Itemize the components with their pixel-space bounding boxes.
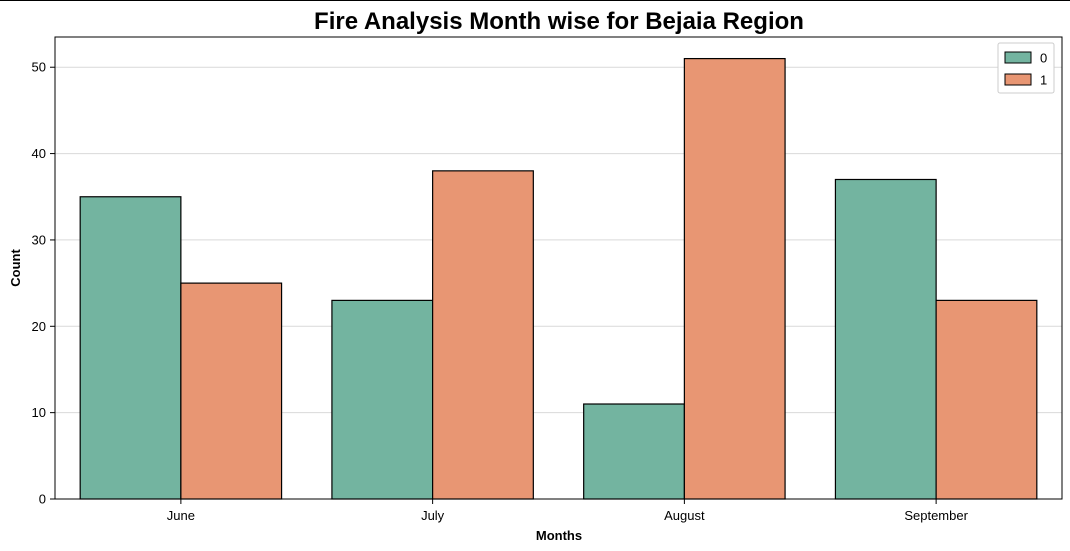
- bar-september-series-0: [834, 178, 937, 500]
- legend-swatch-series-1: [1004, 73, 1032, 86]
- x-axis-ticks: June July August September: [167, 499, 969, 523]
- x-tick-label-august: August: [664, 508, 705, 523]
- bar-august-series-0: [583, 403, 685, 500]
- x-tick-label-july: July: [421, 508, 445, 523]
- x-tick-label-september: September: [904, 508, 968, 523]
- bar-june-series-0: [79, 196, 182, 500]
- y-tick-label: 50: [32, 60, 46, 75]
- bar-june-series-1: [180, 282, 283, 500]
- legend-swatch-series-0: [1004, 51, 1032, 64]
- x-axis-label: Months: [536, 528, 582, 543]
- legend-label-series-1: 1: [1040, 73, 1047, 88]
- bar-july-series-1: [432, 170, 534, 500]
- chart-title: Fire Analysis Month wise for Bejaia Regi…: [314, 8, 804, 35]
- y-axis-ticks: 0 10 20 30 40 50: [32, 60, 55, 507]
- legend: 01: [997, 42, 1055, 94]
- bar-august-series-1: [683, 57, 786, 500]
- y-tick-label: 20: [32, 319, 46, 334]
- y-tick-label: 10: [32, 405, 46, 420]
- plot-area-frame: [54, 36, 1063, 500]
- y-tick-label: 30: [32, 232, 46, 247]
- y-tick-label: 40: [32, 146, 46, 161]
- bar-july-series-0: [331, 299, 434, 500]
- x-tick-label-june: June: [167, 508, 195, 523]
- y-axis-label: Count: [8, 249, 23, 287]
- bars: [79, 57, 1038, 500]
- bar-september-series-1: [935, 299, 1038, 500]
- legend-label-series-0: 0: [1040, 51, 1047, 66]
- y-tick-label: 0: [39, 492, 46, 507]
